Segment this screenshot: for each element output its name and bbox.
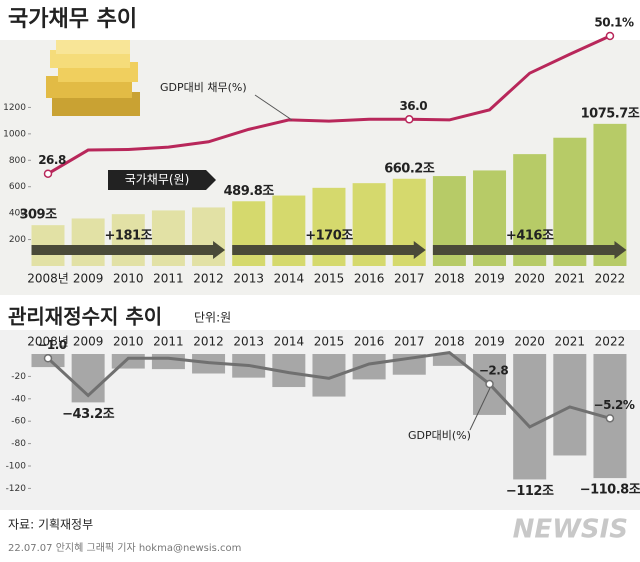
value-label: −1.0 bbox=[37, 338, 66, 352]
y-tick-label: 800 bbox=[9, 156, 26, 166]
period-arrow bbox=[432, 241, 627, 259]
callout-box bbox=[108, 170, 216, 190]
y-tick-label: -20 bbox=[11, 372, 26, 382]
bar bbox=[432, 354, 466, 366]
x-tick-label: 2019 bbox=[474, 335, 505, 349]
x-tick-label: 2016 bbox=[354, 335, 385, 349]
x-tick-label: 2013 bbox=[233, 272, 264, 286]
y-tick-label: -80 bbox=[11, 439, 26, 449]
line-point bbox=[43, 169, 53, 178]
subtitle: 단위:원 bbox=[194, 311, 231, 325]
y-tick-label: -100 bbox=[6, 462, 27, 472]
period-label: +416조 bbox=[506, 229, 554, 244]
bar bbox=[593, 123, 627, 266]
y-tick-label: -60 bbox=[11, 417, 26, 427]
line bbox=[46, 351, 611, 429]
legend-label: 국가채무(원) bbox=[125, 173, 190, 187]
x-tick-label: 2016 bbox=[354, 272, 385, 286]
y-tick-label: -40 bbox=[11, 394, 26, 404]
period-label: +181조 bbox=[105, 229, 153, 244]
bar bbox=[71, 218, 105, 266]
value-label: −2.8 bbox=[479, 364, 508, 378]
x-tick-label: 2019 bbox=[474, 272, 505, 286]
line bbox=[47, 34, 611, 175]
value-label: −110.8조 bbox=[580, 483, 640, 498]
x-tick-label: 2013 bbox=[233, 335, 264, 349]
x-tick-label: 2018 bbox=[434, 335, 465, 349]
legend-label: GDP대비(%) bbox=[408, 429, 471, 442]
x-tick-label: 2022 bbox=[595, 272, 626, 286]
y-tick-label: 200 bbox=[9, 235, 26, 245]
value-label: 50.1% bbox=[594, 15, 634, 29]
x-tick-label: 2015 bbox=[314, 272, 345, 286]
y-tick-label: -120 bbox=[6, 484, 27, 494]
bar bbox=[553, 137, 587, 266]
x-tick-label: 2010 bbox=[113, 272, 144, 286]
x-tick-label: 2022 bbox=[595, 335, 626, 349]
money-icon bbox=[46, 40, 140, 116]
y-tick-label: 1000 bbox=[3, 129, 26, 139]
period-arrow bbox=[31, 241, 226, 259]
value-label: 489.8조 bbox=[224, 184, 275, 199]
bar bbox=[553, 354, 587, 456]
credit: 22.07.07 안지혜 그래픽 기자 hokma@newsis.com bbox=[8, 542, 241, 554]
x-tick-label: 2018 bbox=[434, 272, 465, 286]
x-tick-label: 2021 bbox=[555, 272, 586, 286]
x-tick-label: 2017 bbox=[394, 272, 425, 286]
x-tick-label: 2012 bbox=[193, 272, 224, 286]
period-arrow bbox=[232, 241, 426, 259]
bar bbox=[192, 207, 226, 266]
y-tick-label: 600 bbox=[9, 182, 26, 192]
leader-line bbox=[254, 94, 293, 121]
x-tick-label: 2020 bbox=[514, 335, 545, 349]
bar bbox=[272, 195, 306, 266]
source: 자료: 기획재정부 bbox=[8, 518, 93, 532]
legend-label: GDP대비 채무(%) bbox=[160, 81, 247, 94]
x-tick-label: 2015 bbox=[314, 335, 345, 349]
chart-title: 관리재정수지 추이 bbox=[8, 305, 162, 329]
period-label: +170조 bbox=[305, 229, 353, 244]
value-label: −43.2조 bbox=[62, 407, 114, 422]
line-point bbox=[605, 31, 615, 41]
x-tick-label: 2012 bbox=[193, 335, 224, 349]
x-tick-label: 2008년 bbox=[27, 272, 69, 286]
bar bbox=[151, 210, 185, 266]
line-point bbox=[605, 414, 615, 423]
x-tick-label: 2020 bbox=[514, 272, 545, 286]
value-label: 309조 bbox=[19, 208, 57, 223]
value-label: 26.8 bbox=[38, 153, 66, 167]
bar bbox=[111, 354, 145, 369]
line-point bbox=[43, 354, 53, 363]
chart-title: 국가채무 추이 bbox=[8, 7, 137, 32]
x-tick-label: 2017 bbox=[394, 335, 425, 349]
x-tick-label: 2009 bbox=[73, 272, 104, 286]
value-label: 1075.7조 bbox=[581, 106, 640, 121]
x-tick-label: 2014 bbox=[274, 272, 305, 286]
leader-line bbox=[469, 387, 491, 431]
logo: NEWSIS bbox=[513, 515, 628, 545]
value-label: 660.2조 bbox=[384, 161, 435, 176]
line-point bbox=[485, 379, 494, 389]
bar bbox=[111, 214, 145, 266]
value-label: −5.2% bbox=[594, 398, 635, 412]
value-label: 36.0 bbox=[399, 99, 427, 113]
line-point bbox=[405, 115, 414, 124]
x-tick-label: 2021 bbox=[555, 335, 586, 349]
x-tick-label: 2011 bbox=[153, 272, 184, 286]
x-tick-label: 2009 bbox=[73, 335, 104, 349]
bar bbox=[232, 201, 266, 266]
y-tick-label: 400 bbox=[9, 209, 26, 219]
value-label: −112조 bbox=[506, 484, 554, 499]
x-tick-label: 2008년 bbox=[27, 335, 69, 349]
x-tick-label: 2014 bbox=[274, 335, 305, 349]
x-tick-label: 2010 bbox=[113, 335, 144, 349]
y-tick-label: 1200 bbox=[3, 103, 26, 113]
x-tick-label: 2011 bbox=[153, 335, 184, 349]
bar bbox=[151, 354, 185, 370]
